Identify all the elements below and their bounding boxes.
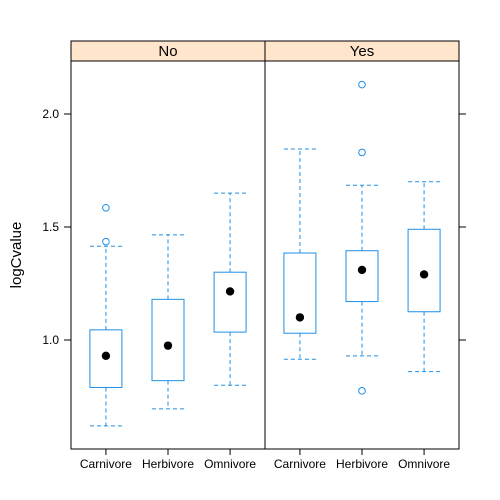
y-tick-label: 2.0 (42, 107, 59, 121)
y-axis: 1.0 1.5 2.0 (42, 107, 466, 347)
median-dot (164, 341, 172, 349)
x-tick-label: Herbivore (336, 457, 388, 471)
panel-no: No Carnivore Herbivore Omnivore (71, 41, 265, 471)
box-herbivore (152, 235, 184, 409)
y-tick-label: 1.0 (42, 333, 59, 347)
median-dot (226, 287, 234, 295)
x-tick-label: Herbivore (142, 457, 194, 471)
iqr-box (346, 251, 378, 302)
median-dot (102, 352, 110, 360)
panels-layer: No Carnivore Herbivore Omnivore Yes Carnivore… (71, 41, 459, 471)
x-tick-label: Carnivore (274, 457, 326, 471)
box-carnivore (90, 204, 122, 425)
iqr-box (152, 299, 184, 380)
median-dot (358, 266, 366, 274)
outlier-point (359, 81, 366, 88)
box-omnivore (214, 193, 246, 385)
panel-frame (265, 61, 459, 449)
strip-label: No (158, 43, 177, 60)
outlier-point (359, 388, 366, 395)
iqr-box (214, 272, 246, 332)
box-herbivore (346, 81, 378, 394)
median-dot (296, 313, 304, 321)
box-carnivore (284, 149, 316, 359)
outlier-point (359, 149, 366, 156)
box-omnivore (408, 182, 440, 372)
strip-label: Yes (350, 43, 374, 60)
x-tick-label: Omnivore (204, 457, 256, 471)
y-tick-label: 1.5 (42, 220, 59, 234)
x-tick-label: Omnivore (398, 457, 450, 471)
y-axis-title: logCvalue (8, 222, 25, 289)
panel-yes: Yes Carnivore Herbivore Omnivore (265, 41, 459, 471)
median-dot (420, 270, 428, 278)
x-tick-label: Carnivore (80, 457, 132, 471)
outlier-point (103, 204, 110, 211)
outlier-point (103, 238, 110, 245)
